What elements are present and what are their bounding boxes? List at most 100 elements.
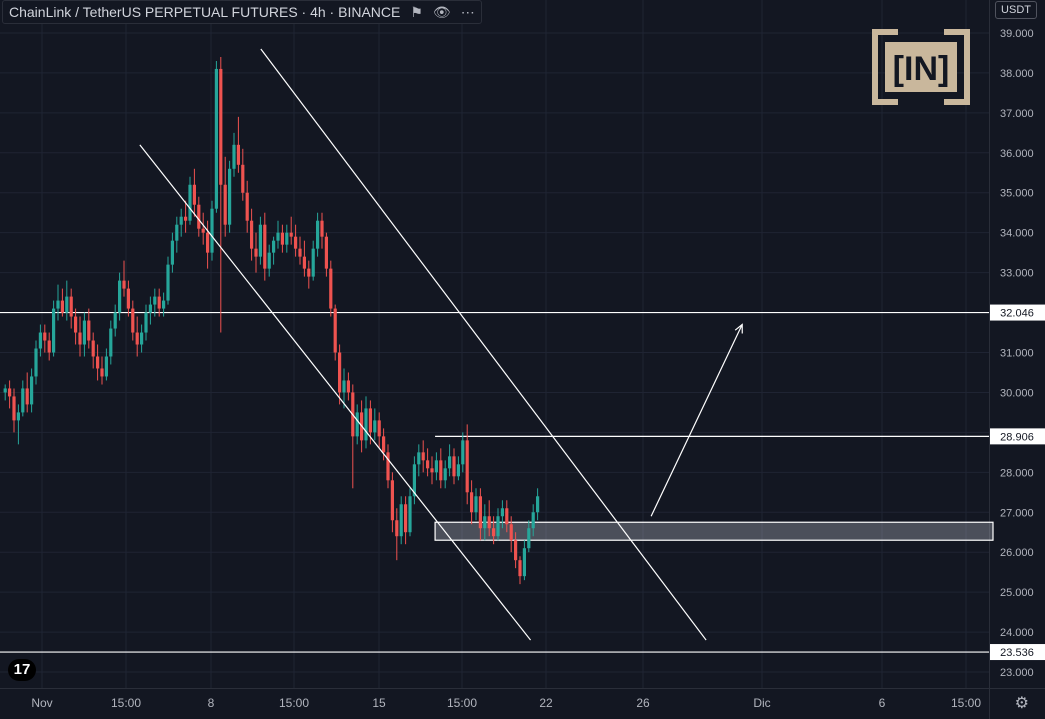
candle-body[interactable] bbox=[78, 332, 82, 345]
candle-body[interactable] bbox=[65, 296, 69, 313]
candle-body[interactable] bbox=[289, 232, 293, 237]
candle-body[interactable] bbox=[399, 504, 403, 537]
candle-body[interactable] bbox=[21, 388, 25, 413]
candle-body[interactable] bbox=[280, 232, 284, 245]
candle-body[interactable] bbox=[87, 320, 91, 341]
candle-body[interactable] bbox=[395, 520, 399, 537]
candle-body[interactable] bbox=[272, 240, 276, 253]
candle-body[interactable] bbox=[228, 168, 232, 225]
candle-body[interactable] bbox=[474, 496, 478, 513]
candle-body[interactable] bbox=[153, 296, 157, 305]
candle-body[interactable] bbox=[131, 308, 135, 333]
currency-unit-label[interactable]: USDT bbox=[995, 1, 1037, 19]
candle-body[interactable] bbox=[509, 524, 513, 541]
channel-upper-line[interactable] bbox=[260, 48, 707, 641]
tradingview-logo[interactable]: 17 bbox=[8, 659, 36, 681]
candle-body[interactable] bbox=[245, 192, 249, 221]
candle-body[interactable] bbox=[104, 356, 108, 377]
candle-body[interactable] bbox=[390, 480, 394, 521]
candle-body[interactable] bbox=[426, 460, 430, 469]
candle-body[interactable] bbox=[223, 184, 227, 225]
candle-body[interactable] bbox=[382, 436, 386, 453]
candle-body[interactable] bbox=[232, 144, 236, 169]
candle-body[interactable] bbox=[236, 144, 240, 165]
candle-body[interactable] bbox=[219, 68, 223, 185]
candle-body[interactable] bbox=[74, 316, 78, 333]
candle-body[interactable] bbox=[96, 356, 100, 369]
candle-body[interactable] bbox=[338, 352, 342, 393]
candle-body[interactable] bbox=[192, 184, 196, 205]
candle-body[interactable] bbox=[118, 280, 122, 313]
candle-body[interactable] bbox=[210, 208, 214, 253]
candle-body[interactable] bbox=[144, 312, 148, 333]
candle-body[interactable] bbox=[109, 328, 113, 357]
candle-body[interactable] bbox=[465, 440, 469, 493]
candle-body[interactable] bbox=[179, 216, 183, 225]
candle-body[interactable] bbox=[412, 464, 416, 497]
candle-body[interactable] bbox=[258, 224, 262, 257]
candle-body[interactable] bbox=[56, 300, 60, 309]
candle-body[interactable] bbox=[148, 304, 152, 313]
candle-body[interactable] bbox=[254, 248, 258, 257]
candle-body[interactable] bbox=[91, 340, 95, 357]
candle-body[interactable] bbox=[461, 440, 465, 465]
candle-body[interactable] bbox=[250, 220, 254, 249]
candle-body[interactable] bbox=[452, 456, 456, 477]
candle-body[interactable] bbox=[25, 388, 29, 405]
candle-body[interactable] bbox=[492, 528, 496, 537]
flag-icon[interactable]: ⚑ bbox=[410, 4, 423, 20]
candle-body[interactable] bbox=[456, 464, 460, 477]
candle-body[interactable] bbox=[307, 268, 311, 277]
candle-body[interactable] bbox=[320, 220, 324, 237]
candle-body[interactable] bbox=[505, 508, 509, 525]
candle-body[interactable] bbox=[364, 408, 368, 441]
candle-body[interactable] bbox=[267, 252, 271, 269]
candle-body[interactable] bbox=[386, 452, 390, 481]
candle-body[interactable] bbox=[302, 256, 306, 269]
candle-body[interactable] bbox=[201, 228, 205, 233]
candle-body[interactable] bbox=[514, 540, 518, 561]
candle-body[interactable] bbox=[276, 232, 280, 241]
candle-body[interactable] bbox=[316, 220, 320, 249]
candle-body[interactable] bbox=[500, 508, 504, 517]
candle-body[interactable] bbox=[184, 216, 188, 221]
candle-body[interactable] bbox=[487, 516, 491, 529]
candle-body[interactable] bbox=[82, 320, 86, 345]
candle-body[interactable] bbox=[214, 68, 218, 209]
candle-body[interactable] bbox=[333, 308, 337, 353]
candle-body[interactable] bbox=[170, 240, 174, 265]
candle-body[interactable] bbox=[439, 460, 443, 481]
candle-body[interactable] bbox=[417, 452, 421, 465]
candle-body[interactable] bbox=[531, 512, 535, 529]
candle-body[interactable] bbox=[30, 376, 34, 405]
candle-body[interactable] bbox=[100, 368, 104, 377]
candle-body[interactable] bbox=[69, 296, 73, 317]
candle-body[interactable] bbox=[34, 348, 38, 377]
candle-body[interactable] bbox=[536, 496, 540, 513]
candle-body[interactable] bbox=[3, 388, 7, 393]
candle-body[interactable] bbox=[12, 396, 16, 421]
candle-body[interactable] bbox=[122, 280, 126, 289]
channel-lower-line[interactable] bbox=[139, 144, 532, 641]
candle-body[interactable] bbox=[175, 224, 179, 241]
eye-icon[interactable]: 👁 bbox=[432, 4, 451, 20]
candle-body[interactable] bbox=[434, 460, 438, 473]
candle-body[interactable] bbox=[47, 340, 51, 353]
candle-body[interactable] bbox=[43, 332, 47, 341]
candle-body[interactable] bbox=[373, 420, 377, 433]
candle-body[interactable] bbox=[298, 248, 302, 257]
candle-body[interactable] bbox=[241, 164, 245, 193]
candle-body[interactable] bbox=[324, 236, 328, 269]
support-zone[interactable] bbox=[434, 521, 994, 541]
candle-body[interactable] bbox=[188, 184, 192, 221]
candle-body[interactable] bbox=[52, 308, 56, 353]
candle-body[interactable] bbox=[263, 224, 267, 269]
candle-body[interactable] bbox=[443, 468, 447, 481]
candle-body[interactable] bbox=[135, 332, 139, 345]
candle-body[interactable] bbox=[126, 288, 130, 309]
candle-body[interactable] bbox=[448, 456, 452, 469]
candle-body[interactable] bbox=[483, 516, 487, 529]
candle-body[interactable] bbox=[60, 300, 64, 313]
candle-body[interactable] bbox=[113, 312, 117, 329]
